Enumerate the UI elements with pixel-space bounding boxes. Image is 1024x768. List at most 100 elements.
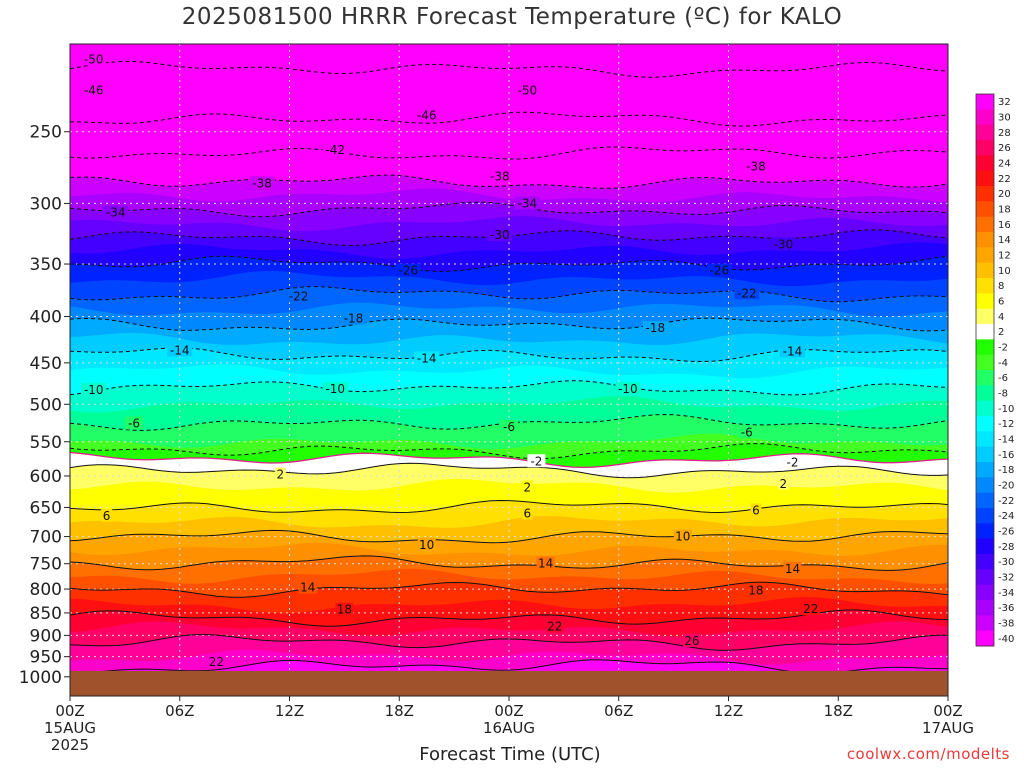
isotherm-label-bg: [274, 467, 286, 481]
colorbar-label: 28: [998, 128, 1011, 139]
x-tick-date: 17AUG: [922, 719, 974, 737]
isotherm-label: 14: [300, 581, 315, 595]
colorbar-swatch: [976, 400, 994, 417]
isotherm-label-bg: [777, 476, 789, 490]
x-tick-date: 16AUG: [483, 719, 535, 737]
colorbar-label: -40: [998, 634, 1014, 645]
y-tick-label: 750: [30, 555, 62, 575]
colorbar-label: -2: [998, 343, 1008, 354]
isotherm--38: [70, 174, 948, 189]
isotherm-label: -50: [517, 83, 537, 97]
isotherm-label: -6: [128, 416, 140, 430]
colorbar-label: 14: [998, 235, 1011, 246]
colorbar-label: -34: [998, 588, 1014, 599]
x-tick-label: 06Z: [604, 702, 633, 720]
y-tick-label: 500: [30, 395, 62, 415]
isotherm-label-bg: [487, 227, 513, 241]
isotherm-label: -22: [289, 289, 309, 303]
isotherm-label-bg: [414, 108, 440, 122]
isotherm-label: 2: [523, 481, 531, 495]
colorbar-label: 18: [998, 205, 1011, 216]
isotherm-label-bg: [734, 286, 760, 300]
isotherm-label-bg: [322, 143, 348, 157]
colorbar-swatch: [976, 630, 994, 647]
isotherm-label-bg: [615, 382, 641, 396]
isotherm-label-bg: [706, 263, 732, 277]
isotherm-label-bg: [395, 263, 421, 277]
isotherm-label-bg: [335, 602, 354, 616]
y-tick-label: 350: [30, 255, 62, 275]
isotherm-label: 26: [684, 634, 699, 648]
isotherm-label: -50: [84, 52, 104, 66]
pressure-axis: 2503003504004505005506006507007508008509…: [19, 123, 70, 688]
isotherm-label-bg: [783, 455, 802, 469]
isotherm-label-bg: [750, 503, 762, 517]
colorbar-swatch: [976, 385, 994, 402]
isotherm-label-bg: [125, 416, 144, 430]
isotherm-label-bg: [487, 169, 513, 183]
colorbar-label: -18: [998, 465, 1014, 476]
y-tick-label: 550: [30, 433, 62, 453]
colorbar-label: 30: [998, 113, 1011, 124]
colorbar-label: 22: [998, 174, 1011, 185]
colorbar-swatch: [976, 278, 994, 294]
isotherm-label-bg: [207, 654, 226, 668]
isotherm-label: -34: [106, 205, 126, 219]
colorbar-swatch: [976, 508, 994, 524]
y-tick-label: 600: [30, 467, 62, 487]
chart-title: 2025081500 HRRR Forecast Temperature (ºC…: [181, 4, 843, 30]
colorbar-label: 20: [998, 189, 1011, 200]
colorbar-label: -6: [998, 373, 1008, 384]
isotherm-label-bg: [341, 311, 367, 325]
colorbar-label: 16: [998, 220, 1011, 231]
colorbar-swatch: [976, 431, 994, 448]
isotherm--30: [70, 229, 948, 247]
isotherm-label-bg: [737, 425, 756, 439]
isotherm-label: -30: [774, 237, 794, 251]
isotherm-label: -22: [737, 286, 757, 300]
isotherm-label: 22: [209, 655, 224, 669]
isotherm-label-bg: [286, 289, 312, 303]
colorbar-swatch: [976, 462, 994, 478]
x-tick-label: 00Z: [494, 702, 523, 720]
isotherm-label-bg: [545, 619, 564, 633]
isotherm-label-bg: [81, 382, 107, 396]
colorbar-label: -24: [998, 511, 1014, 522]
isotherm-label: -42: [325, 143, 345, 157]
isotherm-label-bg: [746, 583, 765, 597]
isotherm-10: [70, 529, 948, 544]
isotherm-label: -6: [741, 425, 753, 439]
isotherm-label-bg: [322, 382, 348, 396]
colorbar-label: -36: [998, 603, 1014, 614]
isotherm-6: [70, 499, 948, 514]
colorbar-label: -14: [998, 435, 1014, 446]
isotherm-22: [70, 609, 948, 627]
isotherm--26: [70, 255, 948, 272]
colorbar-label: 6: [998, 297, 1004, 308]
colorbar-label: -8: [998, 389, 1008, 400]
isotherm-label: -2: [530, 454, 542, 468]
isotherm-label: -10: [325, 382, 345, 396]
y-tick-label: 300: [30, 194, 62, 214]
colorbar-swatch: [976, 492, 994, 509]
colorbar-label: 26: [998, 143, 1011, 154]
isotherm-label: -46: [84, 83, 104, 97]
isotherm-label: -46: [417, 109, 437, 123]
isotherm-label: -2: [787, 456, 799, 470]
y-tick-label: 950: [30, 648, 62, 668]
isotherm-label-bg: [81, 52, 107, 66]
isotherm-label-bg: [81, 83, 107, 97]
colorbar-swatch: [976, 339, 994, 356]
y-tick-label: 700: [30, 528, 62, 548]
isotherm-label-bg: [500, 420, 518, 434]
isotherm-label: 2: [780, 477, 788, 491]
credit-text: coolwx.com/modelts: [846, 745, 1010, 763]
colorbar-swatch: [976, 569, 994, 586]
isotherm-label-bg: [521, 506, 533, 520]
isotherm-label-bg: [514, 83, 540, 97]
isotherm-label: 18: [337, 603, 352, 617]
isotherm-label: -14: [170, 343, 190, 357]
colorbar-label: 24: [998, 159, 1011, 170]
x-tick-label: 12Z: [275, 702, 304, 720]
colorbar-swatch: [976, 477, 994, 494]
